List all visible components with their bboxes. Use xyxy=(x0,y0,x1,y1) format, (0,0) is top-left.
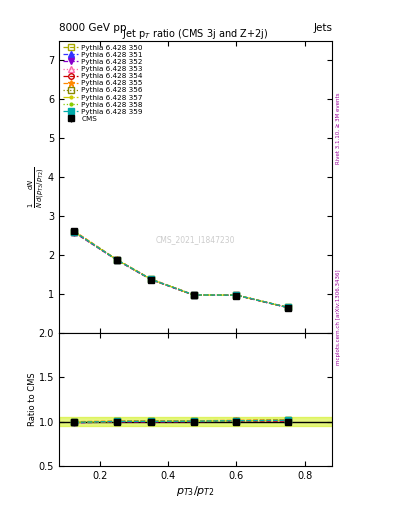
Title: Jet p$_{T}$ ratio (CMS 3j and Z+2j): Jet p$_{T}$ ratio (CMS 3j and Z+2j) xyxy=(123,27,268,41)
Pythia 6.428 356 xyxy=(115,257,119,263)
Text: 8000 GeV pp: 8000 GeV pp xyxy=(59,23,127,33)
Pythia 6.428 358 xyxy=(149,276,154,283)
Pythia 6.428 357 xyxy=(191,292,196,298)
Pythia 6.428 357 xyxy=(234,292,239,298)
Line: Pythia 6.428 353: Pythia 6.428 353 xyxy=(72,229,290,310)
Line: Pythia 6.428 356: Pythia 6.428 356 xyxy=(72,229,290,310)
Pythia 6.428 359 xyxy=(72,229,77,235)
Pythia 6.428 351 xyxy=(191,292,196,298)
Pythia 6.428 351 xyxy=(149,276,154,283)
Pythia 6.428 354 xyxy=(149,276,154,283)
X-axis label: $p_{T3}/p_{T2}$: $p_{T3}/p_{T2}$ xyxy=(176,483,215,498)
Line: Pythia 6.428 352: Pythia 6.428 352 xyxy=(72,230,290,310)
Pythia 6.428 351 xyxy=(234,292,239,298)
Pythia 6.428 359 xyxy=(191,292,196,298)
Pythia 6.428 355 xyxy=(285,304,290,310)
Text: CMS_2021_I1847230: CMS_2021_I1847230 xyxy=(156,235,235,244)
Pythia 6.428 354 xyxy=(285,305,290,311)
Pythia 6.428 356 xyxy=(72,229,77,235)
Line: Pythia 6.428 359: Pythia 6.428 359 xyxy=(72,229,290,310)
Pythia 6.428 350 xyxy=(285,304,290,310)
Pythia 6.428 352 xyxy=(234,292,239,298)
Pythia 6.428 350 xyxy=(149,276,154,283)
Pythia 6.428 356 xyxy=(149,276,154,283)
Y-axis label: $\frac{1}{N}\frac{dN}{d(p_{T3}/p_{T2})}$: $\frac{1}{N}\frac{dN}{d(p_{T3}/p_{T2})}$ xyxy=(27,166,46,208)
Text: mcplots.cern.ch [arXiv:1306.3436]: mcplots.cern.ch [arXiv:1306.3436] xyxy=(336,270,341,365)
Pythia 6.428 356 xyxy=(234,292,239,298)
Line: Pythia 6.428 354: Pythia 6.428 354 xyxy=(72,229,290,310)
Pythia 6.428 353 xyxy=(234,292,239,298)
Text: Rivet 3.1.10, ≥ 3M events: Rivet 3.1.10, ≥ 3M events xyxy=(336,92,341,164)
Line: Pythia 6.428 351: Pythia 6.428 351 xyxy=(72,229,290,310)
Pythia 6.428 357 xyxy=(149,276,154,283)
Pythia 6.428 356 xyxy=(191,292,196,298)
Pythia 6.428 352 xyxy=(149,276,154,283)
Pythia 6.428 359 xyxy=(234,292,239,298)
Pythia 6.428 357 xyxy=(72,229,77,235)
Pythia 6.428 352 xyxy=(285,305,290,311)
Text: Jets: Jets xyxy=(313,23,332,33)
Pythia 6.428 359 xyxy=(285,304,290,310)
Line: Pythia 6.428 358: Pythia 6.428 358 xyxy=(72,229,290,310)
Line: Pythia 6.428 350: Pythia 6.428 350 xyxy=(72,229,290,310)
Pythia 6.428 353 xyxy=(72,229,77,235)
Pythia 6.428 354 xyxy=(234,292,239,298)
Pythia 6.428 353 xyxy=(149,276,154,283)
Line: Pythia 6.428 357: Pythia 6.428 357 xyxy=(72,229,290,310)
Pythia 6.428 358 xyxy=(234,292,239,298)
Pythia 6.428 350 xyxy=(72,229,77,235)
Pythia 6.428 351 xyxy=(285,304,290,310)
Pythia 6.428 355 xyxy=(115,257,119,263)
Pythia 6.428 354 xyxy=(72,229,77,235)
Pythia 6.428 358 xyxy=(72,229,77,235)
Pythia 6.428 358 xyxy=(285,304,290,310)
Pythia 6.428 353 xyxy=(191,292,196,298)
Pythia 6.428 352 xyxy=(115,257,119,263)
Pythia 6.428 359 xyxy=(149,276,154,283)
Pythia 6.428 358 xyxy=(115,257,119,263)
Pythia 6.428 357 xyxy=(285,304,290,310)
Bar xyxy=(59,417,332,426)
Pythia 6.428 352 xyxy=(191,292,196,298)
Pythia 6.428 350 xyxy=(191,292,196,298)
Pythia 6.428 354 xyxy=(191,292,196,298)
Pythia 6.428 359 xyxy=(115,257,119,263)
Pythia 6.428 352 xyxy=(72,229,77,236)
Pythia 6.428 356 xyxy=(285,304,290,310)
Pythia 6.428 351 xyxy=(115,257,119,263)
Legend: Pythia 6.428 350, Pythia 6.428 351, Pythia 6.428 352, Pythia 6.428 353, Pythia 6: Pythia 6.428 350, Pythia 6.428 351, Pyth… xyxy=(61,43,144,123)
Pythia 6.428 351 xyxy=(72,229,77,235)
Pythia 6.428 355 xyxy=(72,228,77,234)
Pythia 6.428 354 xyxy=(115,257,119,263)
Pythia 6.428 357 xyxy=(115,257,119,263)
Line: Pythia 6.428 355: Pythia 6.428 355 xyxy=(71,228,291,311)
Pythia 6.428 353 xyxy=(285,304,290,310)
Pythia 6.428 350 xyxy=(234,292,239,298)
Pythia 6.428 358 xyxy=(191,292,196,298)
Pythia 6.428 355 xyxy=(191,292,196,298)
Y-axis label: Ratio to CMS: Ratio to CMS xyxy=(28,373,37,426)
Pythia 6.428 355 xyxy=(234,292,239,298)
Pythia 6.428 355 xyxy=(149,276,154,282)
Pythia 6.428 350 xyxy=(115,257,119,263)
Pythia 6.428 353 xyxy=(115,257,119,263)
